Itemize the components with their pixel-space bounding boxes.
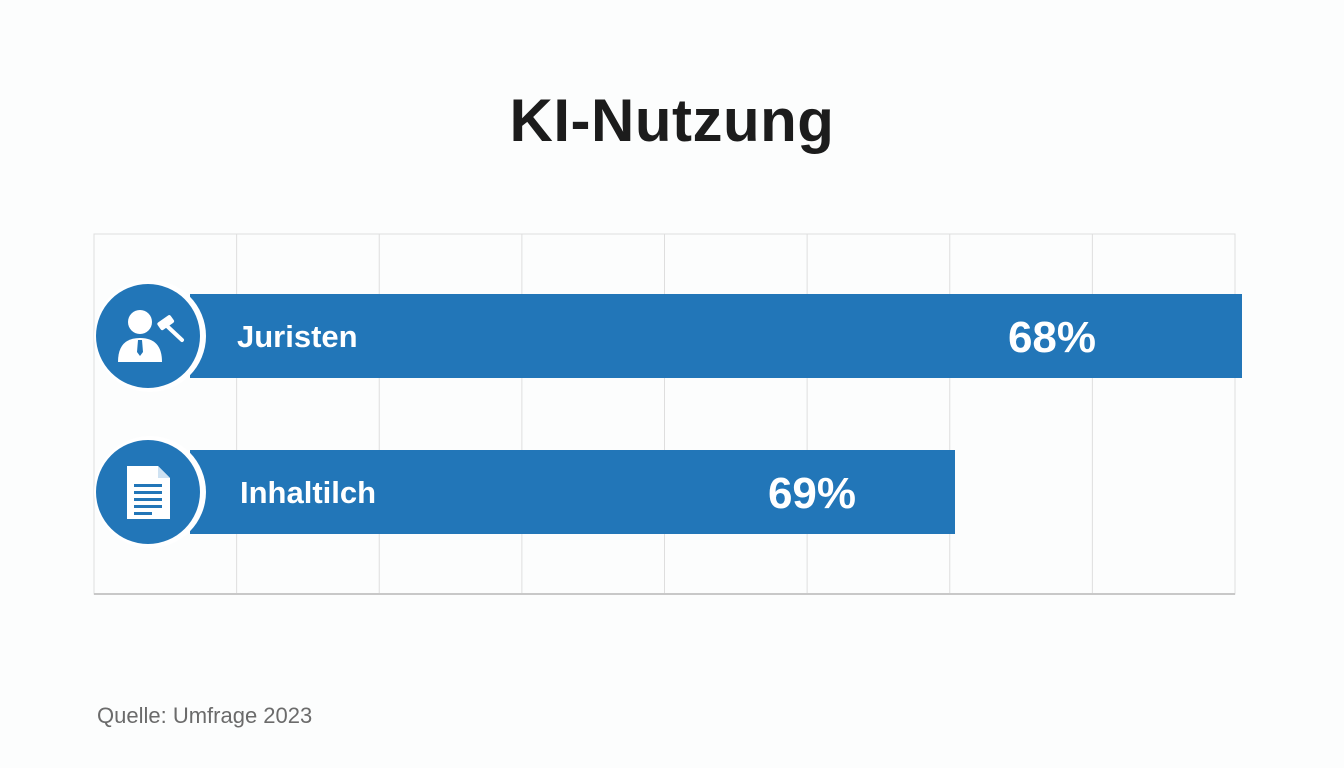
category-label: Inhaltilch	[240, 475, 376, 510]
document-icon	[96, 440, 200, 544]
source-note: Quelle: Umfrage 2023	[97, 703, 313, 728]
category-label: Juristen	[237, 319, 358, 354]
value-label: 68%	[1008, 313, 1096, 362]
bar	[190, 294, 1242, 378]
value-label: 69%	[768, 469, 856, 518]
bar	[190, 450, 955, 534]
grid-lines	[93, 233, 1236, 595]
bar-group: Juristen 68%	[94, 280, 1242, 392]
bars: Juristen 68% Inhaltilch 69%	[94, 280, 1242, 548]
lawyer-gavel-icon	[96, 284, 200, 388]
bar-group: Inhaltilch 69%	[94, 436, 955, 548]
chart-title: KI-Nutzung	[509, 87, 835, 154]
